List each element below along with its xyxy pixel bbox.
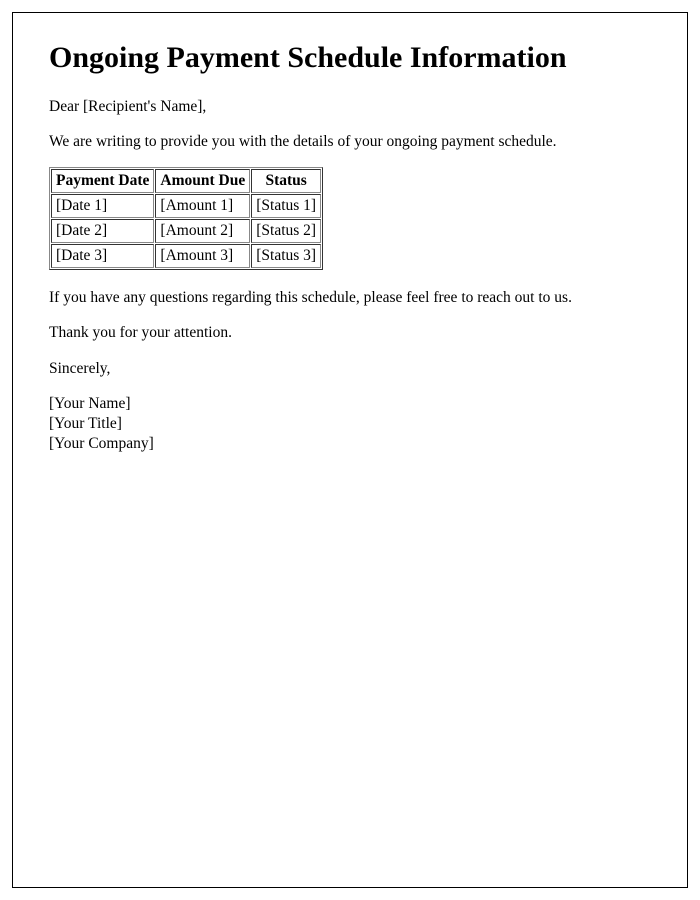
page-title: Ongoing Payment Schedule Information: [49, 41, 651, 75]
col-header-status: Status: [251, 169, 321, 193]
cell-date: [Date 1]: [51, 194, 154, 218]
cell-status: [Status 1]: [251, 194, 321, 218]
questions-text: If you have any questions regarding this…: [49, 288, 651, 308]
signature-title: [Your Title]: [49, 414, 651, 434]
table-row: [Date 3] [Amount 3] [Status 3]: [51, 244, 321, 268]
cell-date: [Date 2]: [51, 219, 154, 243]
col-header-amount-due: Amount Due: [155, 169, 250, 193]
signature-company: [Your Company]: [49, 434, 651, 454]
document-border: Ongoing Payment Schedule Information Dea…: [12, 12, 688, 888]
cell-amount: [Amount 3]: [155, 244, 250, 268]
cell-amount: [Amount 1]: [155, 194, 250, 218]
intro-text: We are writing to provide you with the d…: [49, 132, 651, 152]
table-row: [Date 1] [Amount 1] [Status 1]: [51, 194, 321, 218]
cell-date: [Date 3]: [51, 244, 154, 268]
cell-status: [Status 3]: [251, 244, 321, 268]
signature-name: [Your Name]: [49, 394, 651, 414]
table-row: [Date 2] [Amount 2] [Status 2]: [51, 219, 321, 243]
payment-schedule-table: Payment Date Amount Due Status [Date 1] …: [49, 167, 323, 270]
thanks-text: Thank you for your attention.: [49, 323, 651, 343]
closing-text: Sincerely,: [49, 359, 651, 379]
greeting-text: Dear [Recipient's Name],: [49, 97, 651, 117]
cell-amount: [Amount 2]: [155, 219, 250, 243]
cell-status: [Status 2]: [251, 219, 321, 243]
table-header-row: Payment Date Amount Due Status: [51, 169, 321, 193]
col-header-payment-date: Payment Date: [51, 169, 154, 193]
signature-block: [Your Name] [Your Title] [Your Company]: [49, 394, 651, 454]
